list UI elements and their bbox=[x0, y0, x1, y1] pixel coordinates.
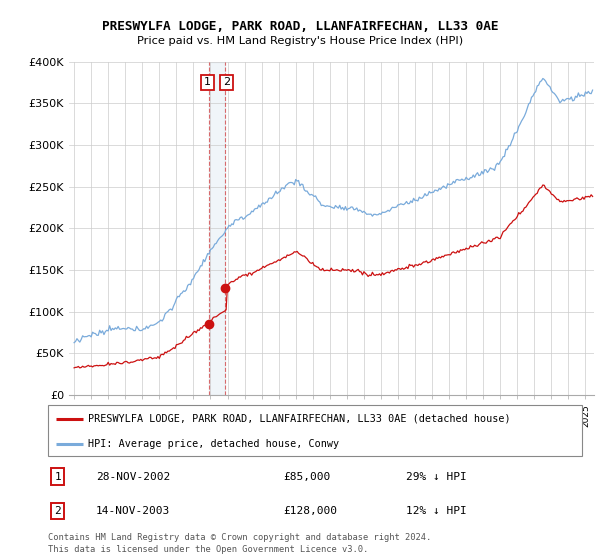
Text: 1: 1 bbox=[55, 472, 61, 482]
Text: PRESWYLFA LODGE, PARK ROAD, LLANFAIRFECHAN, LL33 0AE (detached house): PRESWYLFA LODGE, PARK ROAD, LLANFAIRFECH… bbox=[88, 414, 511, 424]
Text: 2: 2 bbox=[55, 506, 61, 516]
Text: £85,000: £85,000 bbox=[283, 472, 330, 482]
Text: 14-NOV-2003: 14-NOV-2003 bbox=[96, 506, 170, 516]
Text: 29% ↓ HPI: 29% ↓ HPI bbox=[406, 472, 467, 482]
Text: 28-NOV-2002: 28-NOV-2002 bbox=[96, 472, 170, 482]
Text: HPI: Average price, detached house, Conwy: HPI: Average price, detached house, Conw… bbox=[88, 438, 339, 449]
Text: Price paid vs. HM Land Registry's House Price Index (HPI): Price paid vs. HM Land Registry's House … bbox=[137, 36, 463, 46]
Text: 1: 1 bbox=[204, 77, 211, 87]
Bar bbox=[209, 62, 226, 395]
Text: £128,000: £128,000 bbox=[283, 506, 337, 516]
Text: PRESWYLFA LODGE, PARK ROAD, LLANFAIRFECHAN, LL33 0AE: PRESWYLFA LODGE, PARK ROAD, LLANFAIRFECH… bbox=[102, 20, 498, 32]
Text: 2: 2 bbox=[223, 77, 230, 87]
Text: 12% ↓ HPI: 12% ↓ HPI bbox=[406, 506, 467, 516]
Text: Contains HM Land Registry data © Crown copyright and database right 2024.: Contains HM Land Registry data © Crown c… bbox=[48, 533, 431, 542]
Text: This data is licensed under the Open Government Licence v3.0.: This data is licensed under the Open Gov… bbox=[48, 545, 368, 554]
FancyBboxPatch shape bbox=[48, 405, 582, 456]
